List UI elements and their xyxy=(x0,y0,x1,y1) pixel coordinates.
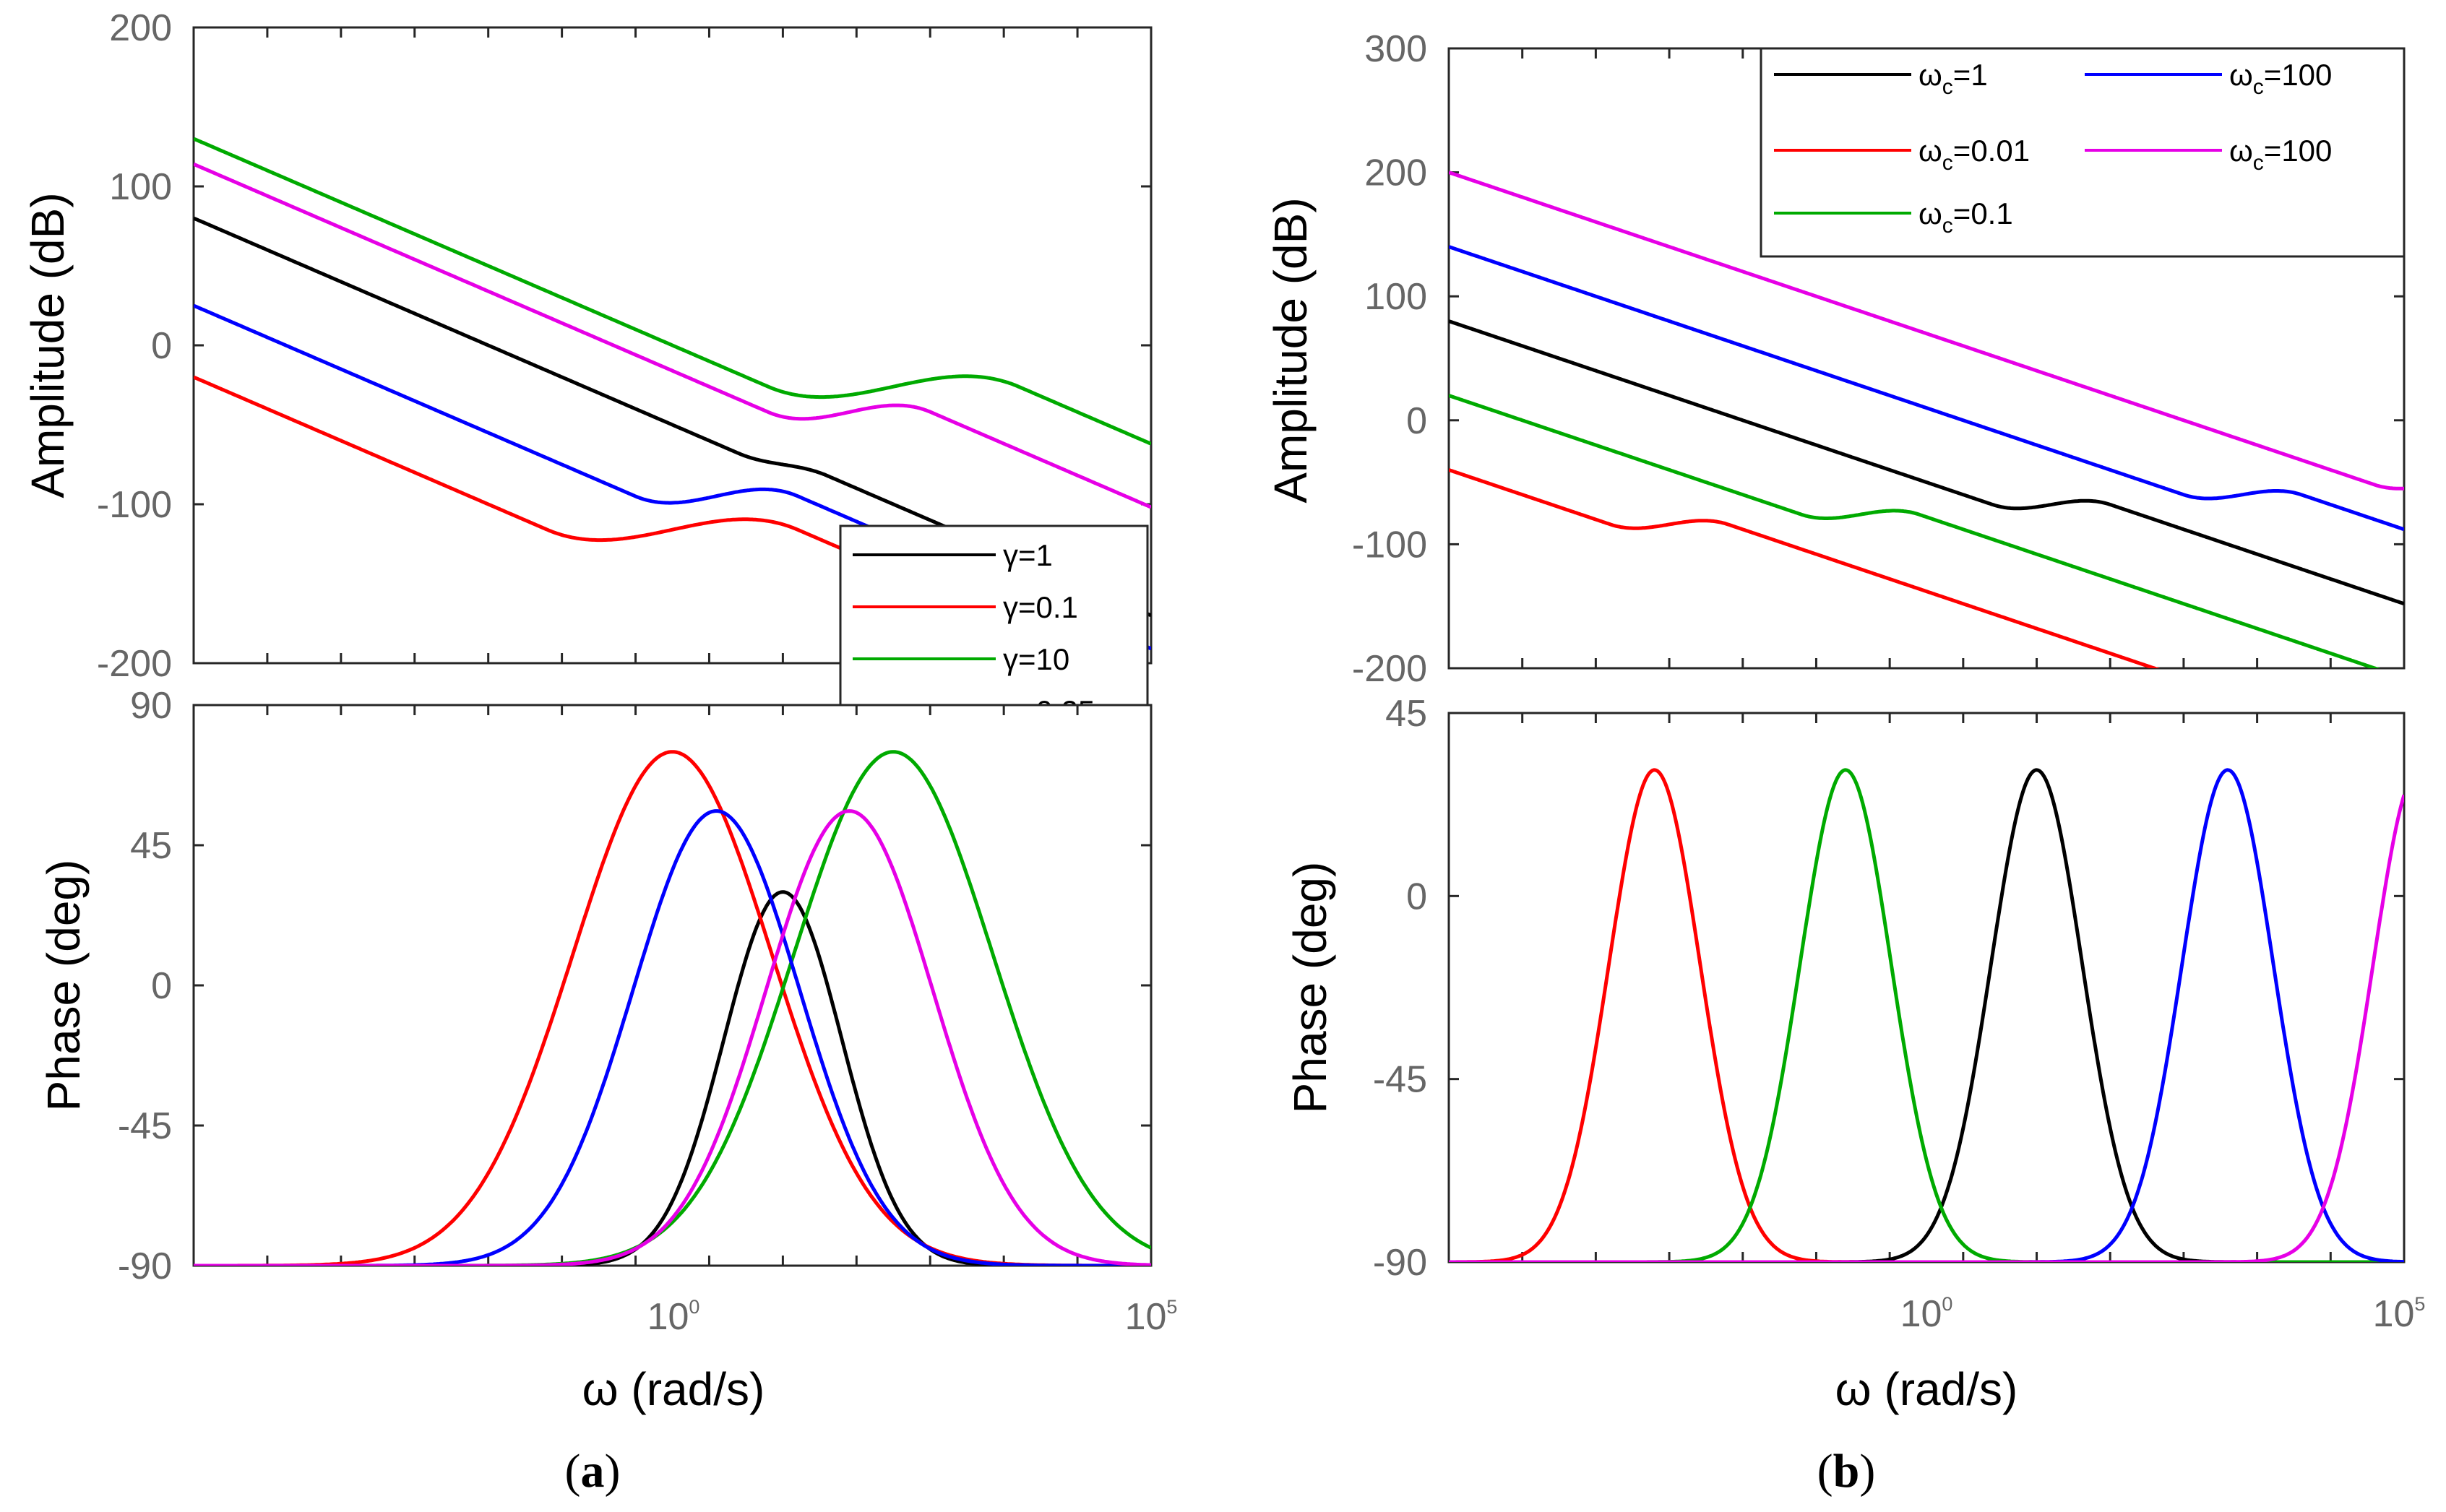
panel-b-amplitude-line-3 xyxy=(1449,245,2404,532)
panel-b-amplitude-line-0 xyxy=(1449,319,2404,606)
panel-b-phase-line-2 xyxy=(1449,768,2404,1262)
panel-b-phase-ytick-label: 0 xyxy=(1406,876,1427,917)
panel-b-xtick-1e5: 105 xyxy=(2373,1293,2426,1335)
panel-a-amplitude-ytick-label: 200 xyxy=(109,7,172,49)
panel-b-amplitude-ytick-label: -100 xyxy=(1352,524,1427,566)
panel-a-phase-ytick-label: 45 xyxy=(130,825,172,867)
panel-b-amplitude-ytick-label: 100 xyxy=(1364,276,1427,318)
panel-a-amplitude-plot: 200 100 0 -100 -200 Amplitude (dB) γ=1 γ=0.1 γ… xyxy=(22,7,1153,802)
panel-b-caption: (b) xyxy=(1817,1445,1876,1498)
panel-b-legend-label-3: ωc=100 xyxy=(2229,58,2332,99)
panel-b-legend-label-4: ωc=100 xyxy=(2229,134,2332,175)
panel-a-xlabel: ω (rad/s) xyxy=(582,1363,765,1415)
panel-a-phase-plot: 90 45 0 -45 -90 Phase (deg) xyxy=(38,685,1153,1287)
panel-a-caption: (a) xyxy=(565,1445,621,1498)
panel-b-amplitude-line-2 xyxy=(1449,394,2381,668)
panel-b-phase-ylabel: Phase (deg) xyxy=(1284,862,1336,1114)
panel-a: 200 100 0 -100 -200 Amplitude (dB) γ=1 γ=0.1 γ… xyxy=(22,7,1177,1498)
panel-a-phase-line-2 xyxy=(194,750,1151,1266)
panel-a-amplitude-ytick-label: -100 xyxy=(97,484,172,526)
panel-b-phase-line-4 xyxy=(1449,794,2404,1262)
panel-b-amplitude-ytick-label: -200 xyxy=(1352,648,1427,690)
panel-b-phase-line-3 xyxy=(1449,768,2404,1262)
panel-b-legend: ωc=1 ωc=0.01 ωc=0.1 ωc=100 ωc=100 xyxy=(1760,47,2406,258)
panel-a-legend-label-1: γ=0.1 xyxy=(1003,590,1078,624)
panel-b-amplitude-line-1 xyxy=(1449,468,2161,668)
panel-b-xtick-1e0: 100 xyxy=(1900,1293,1953,1335)
panel-a-xtick-1e5: 105 xyxy=(1125,1296,1178,1338)
panel-b-amplitude-ytick-label: 300 xyxy=(1364,28,1427,70)
panel-b-phase-ytick-label: -45 xyxy=(1373,1059,1427,1101)
panel-b-phase-axes xyxy=(1447,712,2406,1263)
panel-a-phase-line-4 xyxy=(194,809,1151,1266)
panel-b-phase-line-1 xyxy=(1449,768,2404,1262)
panel-b-amplitude-ylabel: Amplitude (dB) xyxy=(1265,197,1317,503)
panel-b-legend-label-0: ωc=1 xyxy=(1919,58,1988,99)
panel-a-legend-label-2: γ=10 xyxy=(1003,642,1069,676)
panel-b-legend-label-2: ωc=0.1 xyxy=(1919,196,2013,238)
panel-a-amplitude-ytick-label: 0 xyxy=(151,325,172,367)
panel-a-phase-line-3 xyxy=(194,809,1151,1266)
panel-a-xtick-1e0: 100 xyxy=(647,1296,700,1338)
panel-a-amplitude-ylabel: Amplitude (dB) xyxy=(22,192,74,498)
panel-b-legend-box xyxy=(1760,47,2406,258)
panel-b-legend-label-1: ωc=0.01 xyxy=(1919,134,2030,175)
panel-b-phase-ytick-label: 45 xyxy=(1385,693,1427,735)
panel-b-phase-plot: 45 0 -45 -90 Phase (deg) xyxy=(1284,693,2406,1284)
panel-a-phase-ytick-label: -90 xyxy=(118,1245,172,1287)
panel-b-phase-ytick-label: -90 xyxy=(1373,1242,1427,1284)
panel-b-amplitude-line-4 xyxy=(1449,170,2404,491)
panel-a-amplitude-line-4 xyxy=(194,162,1151,509)
panel-a-phase-axes xyxy=(192,704,1153,1267)
panel-a-amplitude-ytick-label: 100 xyxy=(109,166,172,208)
panel-a-legend-label-0: γ=1 xyxy=(1003,538,1053,572)
panel-b-phase-line-0 xyxy=(1449,768,2404,1262)
panel-b-amplitude-ytick-label: 0 xyxy=(1406,400,1427,442)
panel-a-phase-ylabel: Phase (deg) xyxy=(38,860,90,1112)
panel-a-phase-ytick-label: -45 xyxy=(118,1105,172,1147)
panel-a-phase-ytick-label: 0 xyxy=(151,965,172,1007)
panel-b-xlabel: ω (rad/s) xyxy=(1835,1363,2018,1415)
panel-b-amplitude-ytick-label: 200 xyxy=(1364,152,1427,194)
panel-a-phase-ytick-label: 90 xyxy=(130,685,172,727)
panel-a-amplitude-ytick-label: -200 xyxy=(97,643,172,685)
panel-a-amplitude-line-2 xyxy=(194,137,1151,446)
